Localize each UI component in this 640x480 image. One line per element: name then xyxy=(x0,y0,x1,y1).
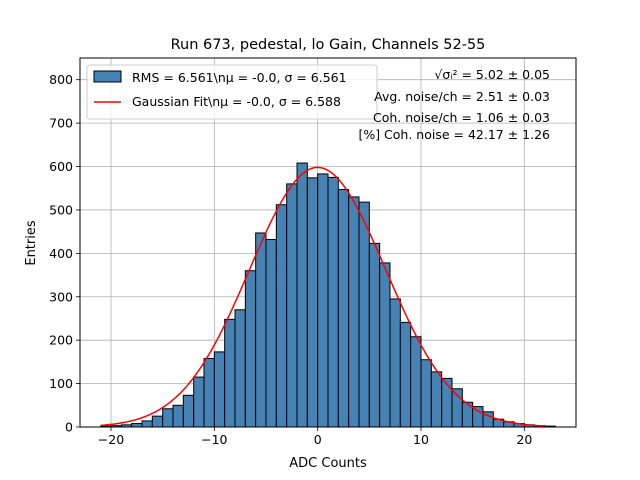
y-tick-label: 700 xyxy=(49,116,73,131)
histogram-bar xyxy=(296,162,308,428)
annotation-sigma-sum: √σᵢ² = 5.02 ± 0.05 xyxy=(434,67,550,82)
histogram-bar xyxy=(306,177,319,428)
histogram-bar xyxy=(182,394,195,428)
histogram-bar xyxy=(379,262,391,428)
histogram-bar xyxy=(348,196,360,428)
x-tick-label: −20 xyxy=(98,432,124,447)
histogram-bar xyxy=(337,189,350,428)
histogram-bar xyxy=(193,376,205,428)
legend: RMS = 6.561\nμ = -0.0, σ = 6.561 Gaussia… xyxy=(86,64,378,120)
y-tick-label: 500 xyxy=(49,202,73,217)
histogram-bar xyxy=(368,242,381,428)
legend-label-rms: RMS = 6.561\nμ = -0.0, σ = 6.561 xyxy=(132,70,347,85)
y-tick-label: 800 xyxy=(49,72,73,87)
histogram-bar xyxy=(358,201,370,428)
histogram-bar xyxy=(141,420,153,428)
y-tick-label: 200 xyxy=(49,333,73,348)
annotation-avg-noise: Avg. noise/ch = 2.51 ± 0.03 xyxy=(374,89,550,104)
histogram-bar xyxy=(430,371,443,428)
annotation-coh-noise: Coh. noise/ch = 1.06 ± 0.03 xyxy=(373,110,550,125)
histogram-bar xyxy=(399,321,412,428)
x-tick-label: 20 xyxy=(516,432,532,447)
histogram-bar xyxy=(162,408,174,428)
histogram-bar xyxy=(472,406,484,428)
x-tick-label: 0 xyxy=(314,432,322,447)
histogram-bar xyxy=(441,377,453,428)
y-tick-label: 400 xyxy=(49,246,73,261)
histogram-bar xyxy=(317,173,329,428)
y-tick-label: 100 xyxy=(49,376,73,391)
histogram-bar xyxy=(410,336,422,428)
histogram-bar xyxy=(234,309,246,428)
histogram-bar xyxy=(255,232,267,428)
legend-box xyxy=(86,64,378,120)
annotation-coh-noise-percent: [%] Coh. noise = 42.17 ± 1.26 xyxy=(358,127,550,142)
histogram-bar xyxy=(389,298,401,428)
plot-frame xyxy=(79,57,577,428)
y-tick-label: 0 xyxy=(65,420,73,435)
y-tick-label: 600 xyxy=(49,159,73,174)
y-axis-label: Entries xyxy=(24,220,39,266)
histogram-bar xyxy=(151,415,164,428)
chart-title: Run 673, pedestal, lo Gain, Channels 52-… xyxy=(171,37,486,53)
histogram-bar xyxy=(224,318,236,428)
y-tick-label: 300 xyxy=(49,289,73,304)
x-tick-label: 10 xyxy=(413,432,429,447)
histogram-bar xyxy=(203,357,215,428)
histogram-bar xyxy=(244,270,257,428)
stats-annotations: √σᵢ² = 5.02 ± 0.05 Avg. noise/ch = 2.51 … xyxy=(358,67,550,142)
histogram-bar xyxy=(286,183,298,428)
gaussian-fit-curve xyxy=(100,166,546,427)
x-tick-label: −10 xyxy=(201,432,227,447)
histogram-bar xyxy=(420,359,432,428)
histogram-bar xyxy=(213,351,226,428)
histogram-bar xyxy=(275,204,288,428)
histogram-bars xyxy=(100,162,556,428)
x-axis-ticks: −20 −10 0 10 20 xyxy=(98,427,532,447)
histogram-bar xyxy=(172,404,184,428)
histogram-bar xyxy=(327,176,339,428)
histogram-bar xyxy=(131,423,143,428)
histogram-bar xyxy=(265,238,277,428)
legend-label-fit: Gaussian Fit\nμ = -0.0, σ = 6.588 xyxy=(132,94,341,109)
y-axis-ticks: 0 100 200 300 400 500 600 700 800 xyxy=(49,72,80,435)
legend-swatch-rms xyxy=(93,70,122,83)
x-axis-label: ADC Counts xyxy=(289,456,367,471)
